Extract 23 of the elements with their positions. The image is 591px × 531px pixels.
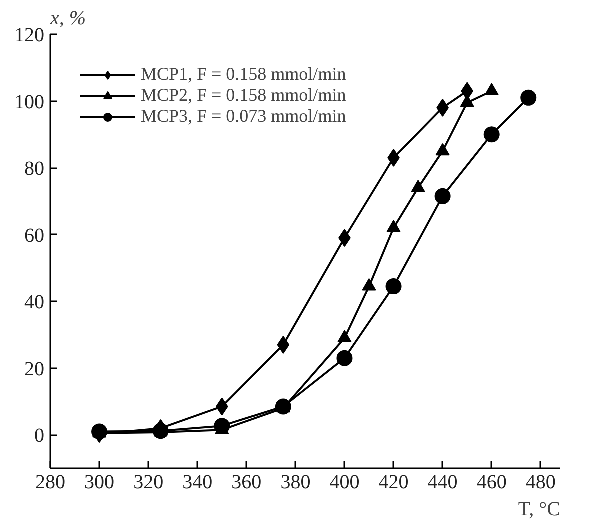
x-tick-label: 480 xyxy=(526,472,556,494)
y-tick-label: 80 xyxy=(24,158,44,180)
legend-label: MCP3, F = 0.073 mmol/min xyxy=(141,106,346,127)
y-tick-label: 0 xyxy=(34,425,44,448)
x-tick-label: 400 xyxy=(330,472,360,494)
y-tick-label: 120 xyxy=(14,24,44,46)
y-tick-label: 40 xyxy=(24,292,44,314)
x-tick-label: 360 xyxy=(232,472,262,494)
x-tick-label: 320 xyxy=(134,472,164,494)
x-tick-label: 280 xyxy=(36,472,66,494)
legend-label: MCP2, F = 0.158 mmol/min xyxy=(141,85,346,106)
y-tick-label: 20 xyxy=(24,358,44,380)
x-axis-title: T, °C xyxy=(518,498,561,520)
y-axis-title: x, % xyxy=(50,8,86,30)
x-tick-label: 300 xyxy=(84,472,115,494)
y-tick-label: 100 xyxy=(14,91,44,114)
x-tick-label: 460 xyxy=(476,472,507,494)
x-tick-label: 380 xyxy=(280,472,311,494)
legend-label: MCP1, F = 0.158 mmol/min xyxy=(141,64,346,85)
x-tick-label: 440 xyxy=(428,472,458,494)
x-tick-label: 420 xyxy=(378,472,409,494)
x-tick-label: 340 xyxy=(182,472,213,494)
y-tick-label: 60 xyxy=(24,224,44,247)
